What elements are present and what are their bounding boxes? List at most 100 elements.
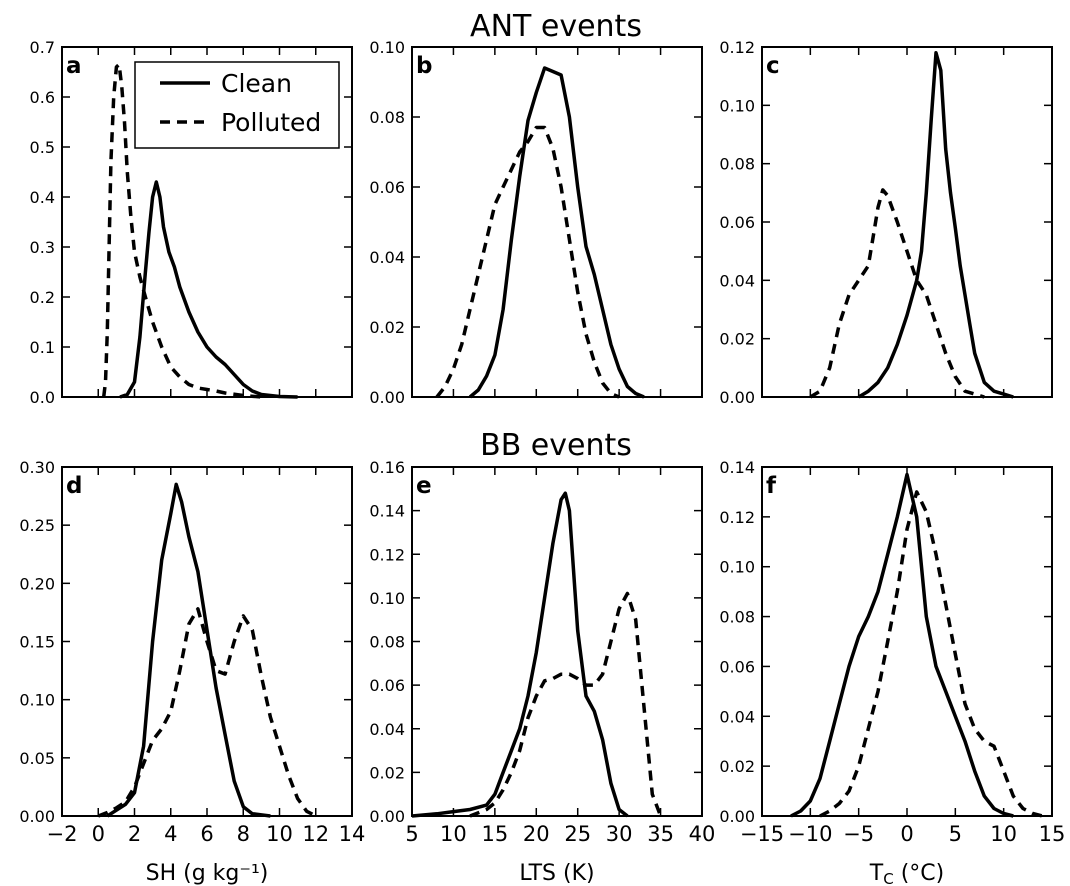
ytick-label-e: 0.08 [369,633,405,652]
panel-letter-f: f [766,473,777,499]
series-clean-line-b [468,66,645,399]
ytick-label-d: 0.25 [19,516,55,535]
ytick-label-a: 0.4 [30,188,55,207]
xtick-label-f: −10 [788,822,832,846]
xtick-label-d: 10 [266,822,293,846]
ytick-label-b: 0.00 [369,388,405,407]
ytick-label-e: 0.14 [369,502,405,521]
axes-frame-c [761,46,1053,398]
xtick-label-d: 8 [237,822,250,846]
ytick-label-c: 0.10 [719,96,755,115]
legend-label-clean: Clean [221,69,292,98]
ytick-label-f: 0.04 [719,707,755,726]
ytick-label-b: 0.06 [369,178,405,197]
ytick-label-f: 0.10 [719,558,755,577]
ytick-label-f: 0.08 [719,608,755,627]
series-polluted-line-d [97,607,317,818]
ytick-label-a: 0.6 [30,88,55,107]
xtick-label-f: 0 [900,822,913,846]
xtick-label-e: 20 [523,822,550,846]
ytick-label-f: 0.02 [719,757,755,776]
xtick-label-f: −15 [740,822,784,846]
ytick-label-c: 0.02 [719,330,755,349]
ytick-label-a: 0.7 [30,38,55,57]
panel-e: 0.00 0.02 0.04 0.06 0.08 0.10 0.12 0.14 0.16 5 10 1… [369,458,715,886]
ytick-label-b: 0.08 [369,108,405,127]
xtick-label-f: −5 [843,822,874,846]
ytick-label-c: 0.00 [719,388,755,407]
ytick-label-e: 0.12 [369,545,405,564]
panel-c: 0.00 0.02 0.04 0.06 0.08 0.10 0.12 c [719,38,1053,407]
panel-d: 0.00 0.05 0.10 0.15 0.20 0.25 0.30 −2 0 2 4 6 8 10 12 1… [19,458,365,886]
row-title-bb: BB events [480,428,632,463]
xtick-label-d: 14 [339,822,366,846]
ytick-label-d: 0.15 [19,633,55,652]
ytick-label-d: 0.10 [19,691,55,710]
series-polluted-line-c [809,188,985,399]
axes-frame-f [761,466,1053,817]
ytick-label-c: 0.08 [719,155,755,174]
x-axis-label-f: TC (°C) [869,861,944,886]
ytick-label-c: 0.12 [719,38,755,57]
ytick-label-e: 0.10 [369,589,405,608]
series-clean-line-f [790,472,1014,818]
ytick-label-e: 0.02 [369,763,405,782]
panel-a: 0.0 0.1 0.2 0.3 0.4 0.5 0.6 0.7 a [30,38,353,407]
ytick-label-f: 0.06 [719,657,755,676]
xtick-label-e: 25 [564,822,591,846]
series-clean-line-a [119,180,298,399]
ytick-label-d: 0.30 [19,458,55,477]
series-polluted-line-a [101,62,262,399]
xtick-label-e: 35 [647,822,674,846]
legend-label-polluted: Polluted [221,108,321,137]
legend: Clean Polluted [134,61,340,149]
xtick-label-d: 6 [200,822,213,846]
xtick-label-f: 5 [949,822,962,846]
xtick-label-e: 30 [606,822,633,846]
series-polluted-line-f [819,490,1043,818]
ytick-label-e: 0.00 [369,807,405,826]
xtick-label-e: 5 [405,822,418,846]
ytick-label-b: 0.04 [369,248,405,267]
ytick-label-a: 0.2 [30,288,55,307]
x-axis-label-d: SH (g kg⁻¹) [146,861,269,886]
ytick-label-e: 0.06 [369,676,405,695]
ytick-label-e: 0.16 [369,458,405,477]
panel-f: 0.00 0.02 0.04 0.06 0.08 0.10 0.12 0.14 −15 −10 −5… [719,458,1065,886]
xtick-label-d: 0 [92,822,105,846]
panel-letter-d: d [66,473,82,499]
panel-b: 0.00 0.02 0.04 0.06 0.08 0.10 b [369,38,703,407]
ytick-label-a: 0.0 [30,388,55,407]
ytick-label-d: 0.00 [19,807,55,826]
series-polluted-line-e [469,591,663,818]
ytick-label-a: 0.1 [30,338,55,357]
axes-frame-b [411,46,703,398]
panel-letter-b: b [416,53,432,79]
panel-letter-e: e [416,473,432,499]
legend-box [134,61,340,149]
xtick-label-d: −2 [47,822,78,846]
panels: 0.00.10.20.30.40.50.60.7a0.000.020.040.0… [19,38,1065,886]
xtick-label-e: 15 [481,822,508,846]
xtick-label-d: 12 [302,822,329,846]
row-title-ant: ANT events [470,9,642,44]
ytick-label-c: 0.06 [719,213,755,232]
x-axis-label-e: LTS (K) [519,861,594,886]
xtick-label-d: 4 [164,822,177,846]
series-polluted-line-b [435,125,620,399]
xtick-label-e: 10 [440,822,467,846]
ytick-label-a: 0.5 [30,138,55,157]
ytick-label-f: 0.00 [719,807,755,826]
series-clean-line-c [857,51,1014,399]
panel-letter-a: a [66,53,82,79]
xtick-label-d: 2 [128,822,141,846]
xtick-label-e: 40 [689,822,716,846]
ytick-label-d: 0.05 [19,749,55,768]
series-clean-line-d [106,482,271,818]
ytick-label-b: 0.02 [369,318,405,337]
ytick-label-c: 0.04 [719,271,755,290]
panel-letter-c: c [766,53,780,79]
series-clean-line-e [411,491,629,818]
ytick-label-f: 0.14 [719,458,755,477]
xtick-label-f: 10 [990,822,1017,846]
